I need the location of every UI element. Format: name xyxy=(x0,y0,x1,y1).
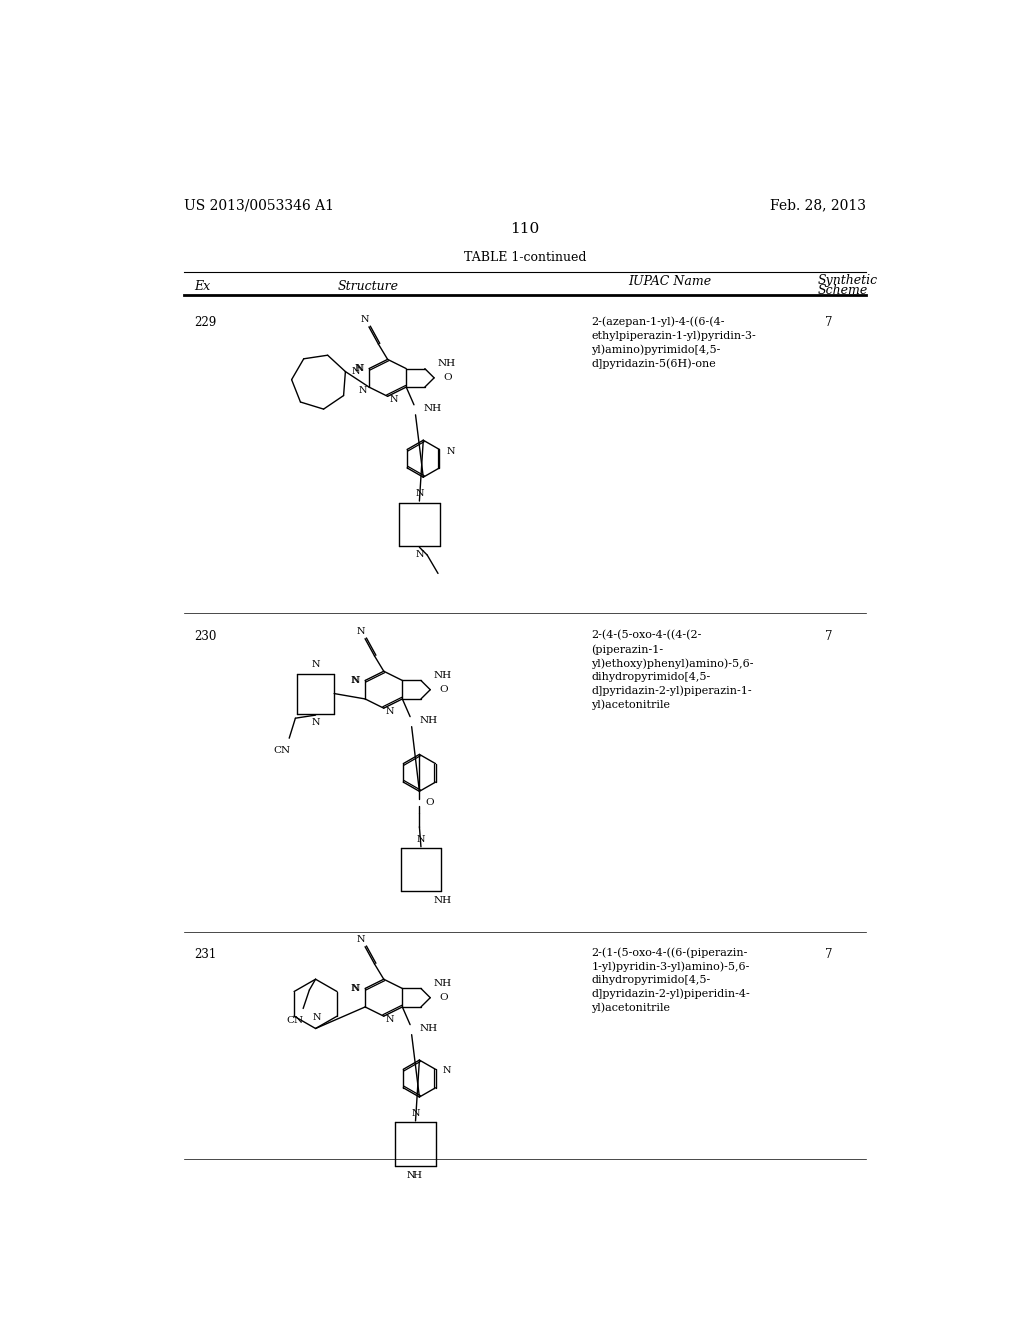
Text: NH: NH xyxy=(423,404,441,413)
Text: H: H xyxy=(413,1171,422,1180)
Text: N: N xyxy=(389,395,397,404)
Text: N: N xyxy=(350,983,359,993)
Text: N: N xyxy=(350,676,359,685)
Text: 231: 231 xyxy=(194,948,216,961)
Text: N: N xyxy=(385,706,394,715)
Text: N: N xyxy=(357,935,366,944)
Text: 7: 7 xyxy=(825,631,833,643)
Text: N: N xyxy=(351,367,360,376)
Text: N: N xyxy=(355,364,364,374)
Text: N: N xyxy=(417,834,425,843)
Text: CN: CN xyxy=(287,1016,304,1026)
Text: N: N xyxy=(412,1109,420,1118)
Text: NH: NH xyxy=(420,715,437,725)
Text: 7: 7 xyxy=(825,317,833,329)
Text: 2-(4-(5-oxo-4-((4-(2-
(piperazin-1-
yl)ethoxy)phenyl)amino)-5,6-
dihydropyrimido: 2-(4-(5-oxo-4-((4-(2- (piperazin-1- yl)e… xyxy=(592,631,754,710)
Text: O: O xyxy=(443,374,452,383)
Text: NH: NH xyxy=(433,979,452,989)
Text: O: O xyxy=(439,993,449,1002)
Text: Synthetic: Synthetic xyxy=(818,275,878,286)
Text: 110: 110 xyxy=(510,222,540,235)
Text: 7: 7 xyxy=(825,948,833,961)
Text: N: N xyxy=(446,446,455,455)
Text: N: N xyxy=(385,1015,394,1024)
Text: N: N xyxy=(354,364,362,374)
Text: N: N xyxy=(313,1014,322,1022)
Text: TABLE 1-continued: TABLE 1-continued xyxy=(464,251,586,264)
Text: N: N xyxy=(442,1067,451,1076)
Text: CN: CN xyxy=(272,746,290,755)
Text: NH: NH xyxy=(433,672,452,680)
Text: NH: NH xyxy=(420,1024,437,1034)
Text: Ex: Ex xyxy=(194,280,210,293)
Text: O: O xyxy=(426,797,434,807)
Text: NH: NH xyxy=(437,359,456,368)
Text: N: N xyxy=(415,550,424,560)
Text: Feb. 28, 2013: Feb. 28, 2013 xyxy=(770,198,866,213)
Text: N: N xyxy=(359,385,368,395)
Text: NH: NH xyxy=(433,896,452,906)
Text: US 2013/0053346 A1: US 2013/0053346 A1 xyxy=(183,198,334,213)
Text: N: N xyxy=(357,627,366,636)
Text: N: N xyxy=(311,718,319,727)
Text: N: N xyxy=(407,1171,415,1180)
Text: Scheme: Scheme xyxy=(818,284,868,297)
Text: 2-(1-(5-oxo-4-((6-(piperazin-
1-yl)pyridin-3-yl)amino)-5,6-
dihydropyrimido[4,5-: 2-(1-(5-oxo-4-((6-(piperazin- 1-yl)pyrid… xyxy=(592,948,751,1014)
Text: Structure: Structure xyxy=(338,280,398,293)
Text: 2-(azepan-1-yl)-4-((6-(4-
ethylpiperazin-1-yl)pyridin-3-
yl)amino)pyrimido[4,5-
: 2-(azepan-1-yl)-4-((6-(4- ethylpiperazin… xyxy=(592,317,756,368)
Text: N: N xyxy=(360,315,370,323)
Text: N: N xyxy=(415,488,424,498)
Text: N: N xyxy=(351,676,359,685)
Text: N: N xyxy=(311,660,319,669)
Text: 229: 229 xyxy=(194,317,216,329)
Text: O: O xyxy=(439,685,449,694)
Text: 230: 230 xyxy=(194,631,216,643)
Text: N: N xyxy=(351,983,359,993)
Text: IUPAC Name: IUPAC Name xyxy=(628,276,711,289)
